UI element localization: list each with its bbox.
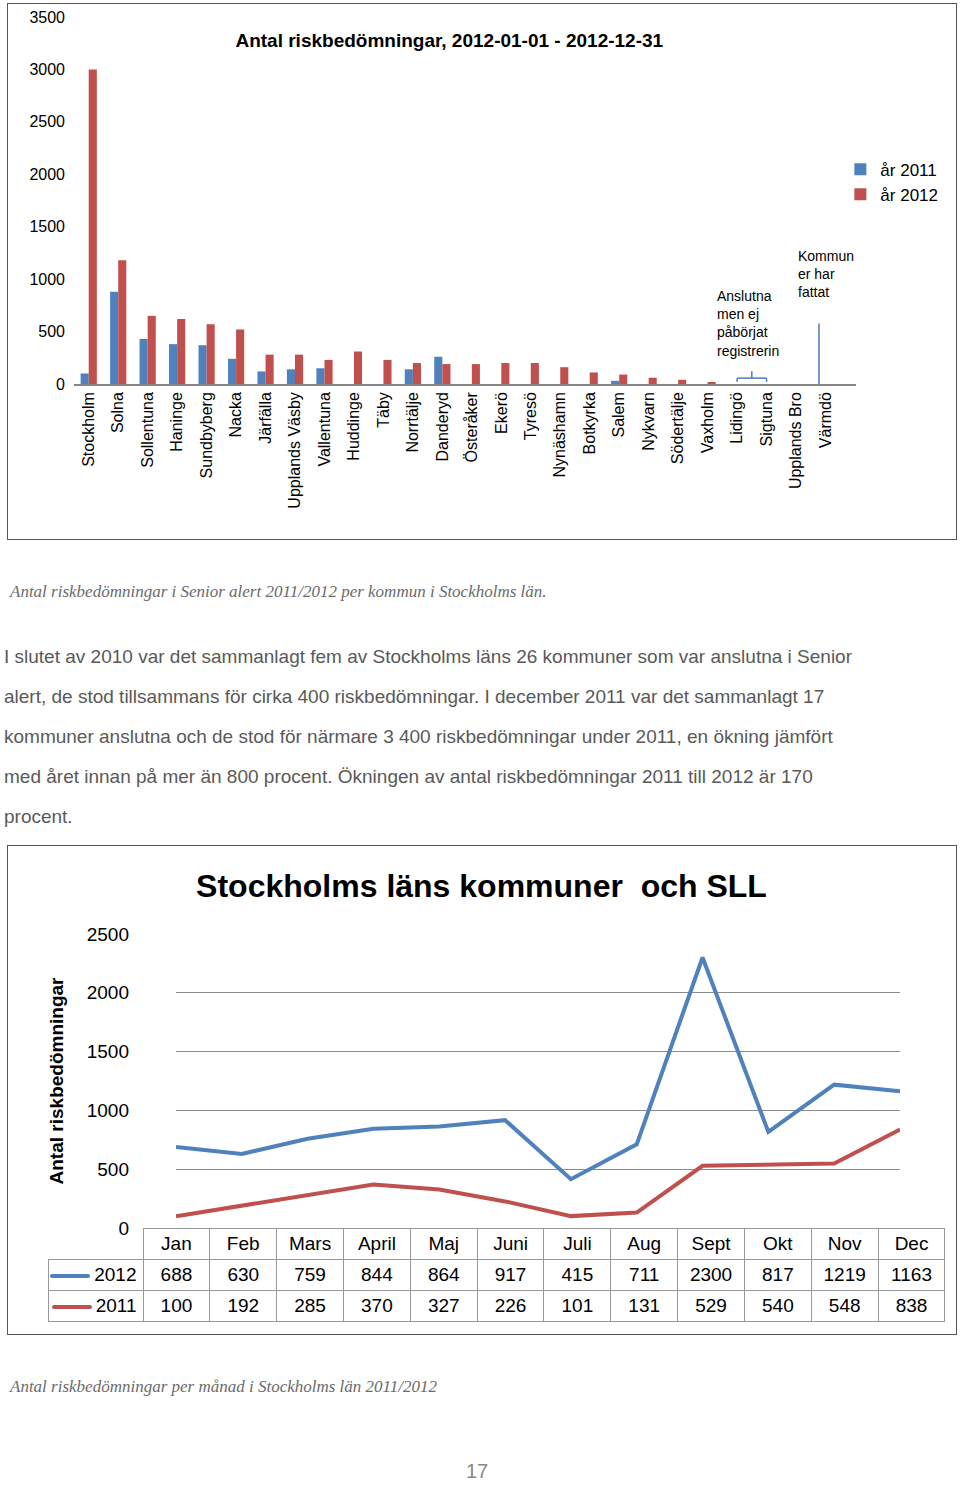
html-text:540: 540 [762, 1295, 794, 1316]
svg-text:år 2012: år 2012 [880, 186, 938, 205]
html-text:529: 529 [695, 1295, 727, 1316]
svg-text:Solna: Solna [109, 392, 126, 433]
svg-text:2500: 2500 [29, 113, 65, 130]
svg-text:Nacka: Nacka [227, 392, 244, 437]
html-text:131: 131 [628, 1295, 661, 1316]
html-text:100: 100 [160, 1295, 193, 1316]
svg-text:1500: 1500 [29, 218, 65, 235]
svg-text:Vaxholm: Vaxholm [699, 392, 716, 453]
html-text:April: April [357, 1233, 396, 1254]
html-text:1219: 1219 [823, 1264, 866, 1285]
svg-text:Värmdö: Värmdö [817, 392, 834, 448]
html-text:1163: 1163 [891, 1264, 932, 1285]
svg-text:Salem: Salem [610, 392, 627, 437]
html-text:844: 844 [361, 1264, 393, 1285]
svg-text:0: 0 [56, 376, 65, 393]
html-text:Feb: Feb [226, 1233, 260, 1254]
html-text:327: 327 [427, 1295, 460, 1316]
html-text:Antal riskbedömningar per måna: Antal riskbedömningar per månad i Stockh… [10, 1377, 437, 1396]
html-text:711: 711 [629, 1264, 660, 1285]
html-text:285: 285 [294, 1295, 326, 1316]
html-text:med året innan på mer än 800 p: med året innan på mer än 800 procent. Ök… [4, 766, 813, 787]
html-text:838: 838 [895, 1295, 928, 1316]
svg-text:Södertälje: Södertälje [669, 392, 686, 464]
html-text:17: 17 [466, 1460, 489, 1482]
svg-text:Norrtälje: Norrtälje [404, 392, 421, 453]
html-text:Juli: Juli [563, 1233, 592, 1254]
svg-text:Upplands Väsby: Upplands Väsby [286, 392, 303, 509]
html-text:kommuner anslutna och de stod: kommuner anslutna och de stod för närmar… [4, 726, 833, 747]
svg-text:Ekerö: Ekerö [493, 392, 510, 434]
html-text:alert, de stod tillsammans för: alert, de stod tillsammans för cirka 400… [4, 686, 825, 707]
svg-text:1000: 1000 [29, 271, 65, 288]
svg-text:Täby: Täby [375, 392, 392, 428]
html-text:192: 192 [227, 1295, 260, 1316]
svg-text:2500: 2500 [87, 924, 129, 945]
html-text:817: 817 [762, 1264, 794, 1285]
svg-text:Antal riskbedömningar: Antal riskbedömningar [46, 977, 67, 1185]
html-text:Dec: Dec [894, 1233, 929, 1254]
html-text:2011: 2011 [95, 1295, 137, 1316]
svg-text:2000: 2000 [87, 982, 129, 1003]
svg-text:Sundbyberg: Sundbyberg [198, 392, 215, 478]
svg-text:Sollentuna: Sollentuna [139, 392, 156, 468]
svg-text:Nynäshamn: Nynäshamn [551, 392, 568, 477]
html-text:Aug: Aug [627, 1233, 662, 1254]
svg-text:3000: 3000 [29, 61, 65, 78]
svg-text:3500: 3500 [29, 9, 65, 26]
svg-text:Kommuner harfattat: Kommuner harfattat [798, 248, 854, 300]
svg-text:Österåker: Österåker [463, 391, 480, 462]
svg-text:Stockholms läns kommuner och: Stockholms läns kommuner och SLL [196, 868, 767, 904]
html-text:630: 630 [227, 1264, 260, 1285]
html-text:procent.: procent. [4, 806, 73, 827]
svg-text:Antal riskbedömningar, 2012-01: Antal riskbedömningar, 2012-01-01 - 2012… [235, 30, 663, 51]
html-text:917: 917 [494, 1264, 527, 1285]
svg-text:Danderyd: Danderyd [434, 392, 451, 461]
html-text:226: 226 [494, 1295, 527, 1316]
svg-text:Vallentuna: Vallentuna [316, 392, 333, 467]
html-text:2300: 2300 [689, 1264, 733, 1285]
svg-text:1500: 1500 [87, 1041, 129, 1062]
html-text:415: 415 [561, 1264, 594, 1285]
html-text:548: 548 [828, 1295, 861, 1316]
html-text:101: 101 [561, 1295, 594, 1316]
svg-text:Anslutnamen ejpåbörjatregistre: Anslutnamen ejpåbörjatregistrerin [717, 288, 779, 359]
svg-text:Upplands Bro: Upplands Bro [787, 392, 804, 489]
html-text:2012: 2012 [94, 1264, 137, 1285]
svg-text:Sigtuna: Sigtuna [758, 392, 775, 446]
svg-text:Haninge: Haninge [168, 392, 185, 452]
svg-text:0: 0 [118, 1217, 129, 1239]
svg-text:Botkyrka: Botkyrka [581, 392, 598, 454]
html-text:Mars: Mars [289, 1233, 332, 1254]
svg-text:500: 500 [38, 323, 65, 340]
html-text:688: 688 [160, 1264, 193, 1285]
html-text:Maj: Maj [428, 1233, 459, 1254]
html-text:759: 759 [294, 1264, 326, 1285]
svg-text:Tyresö: Tyresö [522, 392, 539, 440]
html-text:864: 864 [427, 1264, 460, 1285]
svg-text:Järfälla: Järfälla [257, 392, 274, 444]
svg-text:Huddinge: Huddinge [345, 392, 362, 461]
svg-text:500: 500 [97, 1159, 129, 1180]
svg-text:1000: 1000 [87, 1100, 129, 1121]
svg-text:2000: 2000 [29, 166, 65, 183]
html-text:Okt: Okt [763, 1233, 793, 1254]
html-text:Sept: Sept [691, 1233, 731, 1254]
svg-text:Nykvarn: Nykvarn [640, 392, 657, 451]
svg-text:Lidingö: Lidingö [728, 392, 745, 444]
html-text:370: 370 [361, 1295, 393, 1316]
html-text:Antal riskbedömningar i Senior: Antal riskbedömningar i Senior alert 201… [10, 582, 547, 601]
svg-text:Stockholm: Stockholm [80, 392, 97, 467]
html-text:Juni: Juni [493, 1233, 528, 1254]
html-text:Nov: Nov [827, 1233, 862, 1254]
html-text:I slutet av 2010 var det samma: I slutet av 2010 var det sammanlagt fem … [4, 646, 852, 667]
html-text:Jan: Jan [161, 1233, 192, 1254]
svg-text:år 2011: år 2011 [880, 161, 936, 180]
